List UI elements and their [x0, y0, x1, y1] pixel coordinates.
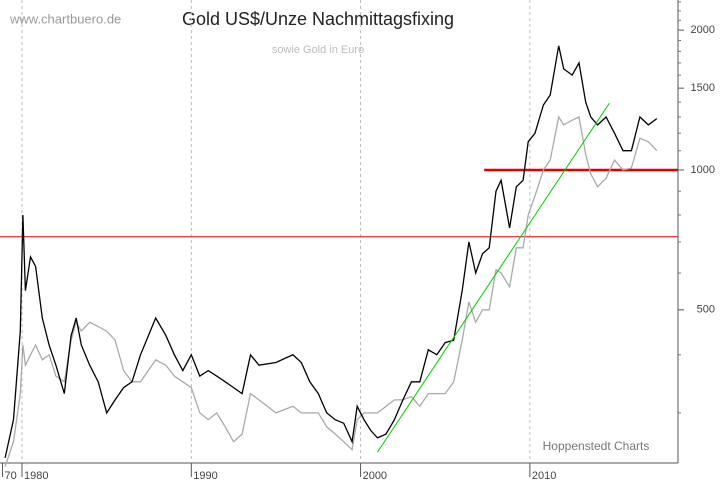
- series-line: [4, 115, 658, 467]
- y-tick-label: 2000: [691, 24, 715, 36]
- x-tick-label: 1980: [24, 470, 48, 482]
- x-tick-label: 2000: [363, 470, 387, 482]
- trend-line: [377, 102, 610, 453]
- source: www.chartbuero.de: [9, 11, 121, 26]
- credit: Hoppenstedt Charts: [543, 439, 650, 453]
- x-tick-label: 2010: [532, 470, 556, 482]
- y-tick-label: 1000: [691, 164, 715, 176]
- chart-subtitle: sowie Gold in Euro: [272, 44, 364, 56]
- x-tick-label: 70: [5, 470, 17, 482]
- x-tick-label: 1990: [193, 470, 217, 482]
- chart-title: Gold US$/Unze Nachmittagsfixing: [182, 9, 454, 29]
- y-tick-label: 500: [697, 304, 715, 316]
- series-line: [4, 45, 658, 459]
- y-tick-label: 1500: [691, 82, 715, 94]
